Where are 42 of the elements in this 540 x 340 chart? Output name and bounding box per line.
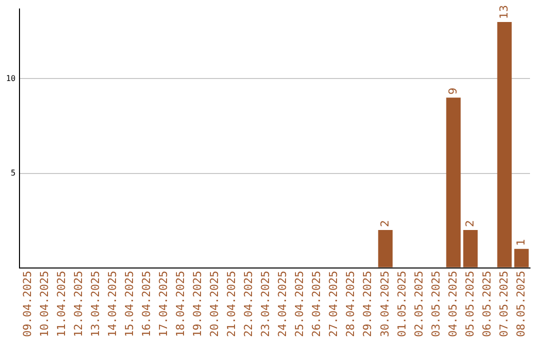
- y-tick-label: 10: [6, 74, 16, 83]
- x-tick-label: 15.04.2025: [123, 270, 136, 338]
- data-label: 13: [497, 5, 510, 20]
- x-tick-label: 12.04.2025: [72, 270, 86, 338]
- x-tick-label: 04.05.2025: [446, 270, 460, 338]
- x-tick-label: 24.04.2025: [276, 270, 290, 338]
- x-tick-label: 11.04.2025: [55, 270, 68, 338]
- bar: [446, 98, 461, 268]
- bar: [378, 230, 393, 268]
- x-tick-label: 08.05.2025: [514, 270, 528, 338]
- x-tick-label: 17.04.2025: [157, 270, 170, 338]
- x-tick-label: 25.04.2025: [293, 270, 306, 338]
- x-tick-label: 10.04.2025: [38, 270, 52, 338]
- x-tick-label: 06.05.2025: [480, 270, 494, 338]
- x-tick-label: 05.05.2025: [463, 270, 476, 338]
- x-tick-label: 03.05.2025: [429, 270, 442, 338]
- x-tick-label: 01.05.2025: [395, 270, 408, 338]
- x-tick-label: 09.04.2025: [21, 270, 34, 338]
- x-tick-label: 19.04.2025: [191, 270, 204, 338]
- bar: [497, 22, 512, 268]
- x-tick-label: 07.05.2025: [497, 270, 510, 338]
- x-tick-label: 20.04.2025: [208, 270, 222, 338]
- x-tick-label: 14.04.2025: [106, 270, 120, 338]
- x-tick-label: 23.04.2025: [259, 270, 272, 338]
- data-label: 1: [514, 238, 528, 246]
- x-tick-label: 27.04.2025: [327, 270, 340, 338]
- x-tick-label: 30.04.2025: [378, 270, 392, 338]
- bar: [463, 230, 478, 268]
- x-tick-label: 29.04.2025: [361, 270, 374, 338]
- x-tick-label: 21.04.2025: [225, 270, 238, 338]
- x-tick-label: 28.04.2025: [344, 270, 358, 338]
- x-tick-label: 26.04.2025: [310, 270, 324, 338]
- x-tick-label: 16.04.2025: [140, 270, 154, 338]
- x-tick-label: 18.04.2025: [174, 270, 188, 338]
- x-tick-label: 13.04.2025: [89, 270, 102, 338]
- data-label: 9: [446, 88, 460, 95]
- y-tick-label: 5: [10, 168, 16, 178]
- data-label: 2: [378, 220, 392, 227]
- bar: [514, 248, 529, 268]
- x-tick-label: 02.05.2025: [412, 270, 426, 338]
- data-label: 2: [463, 220, 476, 227]
- x-tick-label: 22.04.2025: [242, 270, 256, 338]
